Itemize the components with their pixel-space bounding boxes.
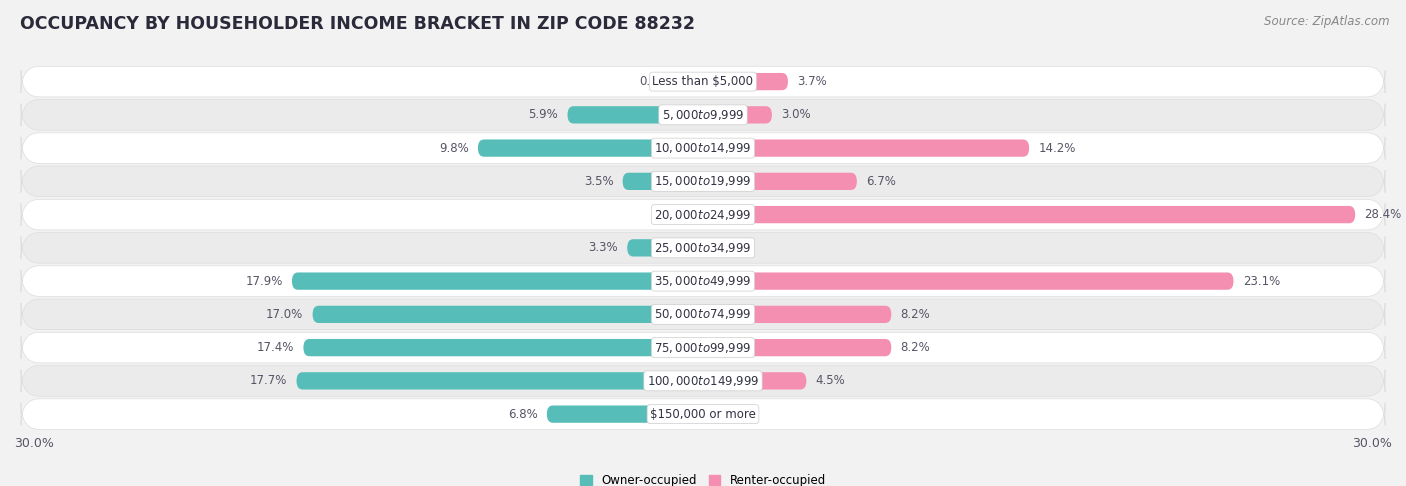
Text: 0.0%: 0.0% (664, 208, 693, 221)
Text: 0.0%: 0.0% (713, 242, 742, 254)
Text: 30.0%: 30.0% (1353, 437, 1392, 451)
Text: $15,000 to $19,999: $15,000 to $19,999 (654, 174, 752, 189)
Text: 6.8%: 6.8% (508, 408, 537, 420)
Text: $35,000 to $49,999: $35,000 to $49,999 (654, 274, 752, 288)
FancyBboxPatch shape (21, 233, 1385, 263)
Text: Source: ZipAtlas.com: Source: ZipAtlas.com (1264, 15, 1389, 28)
Text: 30.0%: 30.0% (14, 437, 53, 451)
Text: Less than $5,000: Less than $5,000 (652, 75, 754, 88)
Text: $75,000 to $99,999: $75,000 to $99,999 (654, 341, 752, 355)
Text: $25,000 to $34,999: $25,000 to $34,999 (654, 241, 752, 255)
FancyBboxPatch shape (21, 365, 1385, 396)
Text: $100,000 to $149,999: $100,000 to $149,999 (647, 374, 759, 388)
Text: 0.0%: 0.0% (713, 408, 742, 420)
FancyBboxPatch shape (703, 372, 807, 389)
FancyBboxPatch shape (21, 399, 1385, 430)
FancyBboxPatch shape (568, 106, 703, 123)
FancyBboxPatch shape (21, 166, 1385, 197)
Text: 17.4%: 17.4% (257, 341, 294, 354)
Text: 3.3%: 3.3% (588, 242, 619, 254)
FancyBboxPatch shape (547, 405, 703, 423)
Text: 14.2%: 14.2% (1038, 141, 1076, 155)
FancyBboxPatch shape (703, 206, 1355, 223)
Text: 5.9%: 5.9% (529, 108, 558, 122)
FancyBboxPatch shape (21, 133, 1385, 163)
FancyBboxPatch shape (312, 306, 703, 323)
FancyBboxPatch shape (627, 239, 703, 257)
FancyBboxPatch shape (292, 273, 703, 290)
Text: 28.4%: 28.4% (1364, 208, 1402, 221)
Text: 17.0%: 17.0% (266, 308, 304, 321)
FancyBboxPatch shape (703, 106, 772, 123)
FancyBboxPatch shape (703, 339, 891, 356)
Text: 23.1%: 23.1% (1243, 275, 1279, 288)
Text: 3.7%: 3.7% (797, 75, 827, 88)
FancyBboxPatch shape (21, 332, 1385, 363)
Text: 17.7%: 17.7% (250, 374, 287, 387)
Text: OCCUPANCY BY HOUSEHOLDER INCOME BRACKET IN ZIP CODE 88232: OCCUPANCY BY HOUSEHOLDER INCOME BRACKET … (20, 15, 695, 33)
Text: 6.7%: 6.7% (866, 175, 896, 188)
Text: 8.2%: 8.2% (900, 341, 931, 354)
FancyBboxPatch shape (304, 339, 703, 356)
FancyBboxPatch shape (21, 299, 1385, 330)
Text: $10,000 to $14,999: $10,000 to $14,999 (654, 141, 752, 155)
FancyBboxPatch shape (21, 266, 1385, 296)
FancyBboxPatch shape (21, 199, 1385, 230)
FancyBboxPatch shape (703, 73, 787, 90)
Text: $5,000 to $9,999: $5,000 to $9,999 (662, 108, 744, 122)
Text: $50,000 to $74,999: $50,000 to $74,999 (654, 307, 752, 321)
FancyBboxPatch shape (703, 173, 856, 190)
Legend: Owner-occupied, Renter-occupied: Owner-occupied, Renter-occupied (575, 469, 831, 486)
FancyBboxPatch shape (21, 66, 1385, 97)
FancyBboxPatch shape (703, 306, 891, 323)
FancyBboxPatch shape (297, 372, 703, 389)
FancyBboxPatch shape (478, 139, 703, 157)
Text: 3.5%: 3.5% (583, 175, 613, 188)
Text: 9.8%: 9.8% (439, 141, 468, 155)
Text: 4.5%: 4.5% (815, 374, 845, 387)
FancyBboxPatch shape (623, 173, 703, 190)
Text: 3.0%: 3.0% (782, 108, 811, 122)
FancyBboxPatch shape (685, 73, 703, 90)
Text: 0.78%: 0.78% (638, 75, 676, 88)
Text: $150,000 or more: $150,000 or more (650, 408, 756, 420)
FancyBboxPatch shape (21, 100, 1385, 130)
FancyBboxPatch shape (703, 273, 1233, 290)
Text: $20,000 to $24,999: $20,000 to $24,999 (654, 208, 752, 222)
FancyBboxPatch shape (703, 139, 1029, 157)
Text: 8.2%: 8.2% (900, 308, 931, 321)
Text: 17.9%: 17.9% (246, 275, 283, 288)
